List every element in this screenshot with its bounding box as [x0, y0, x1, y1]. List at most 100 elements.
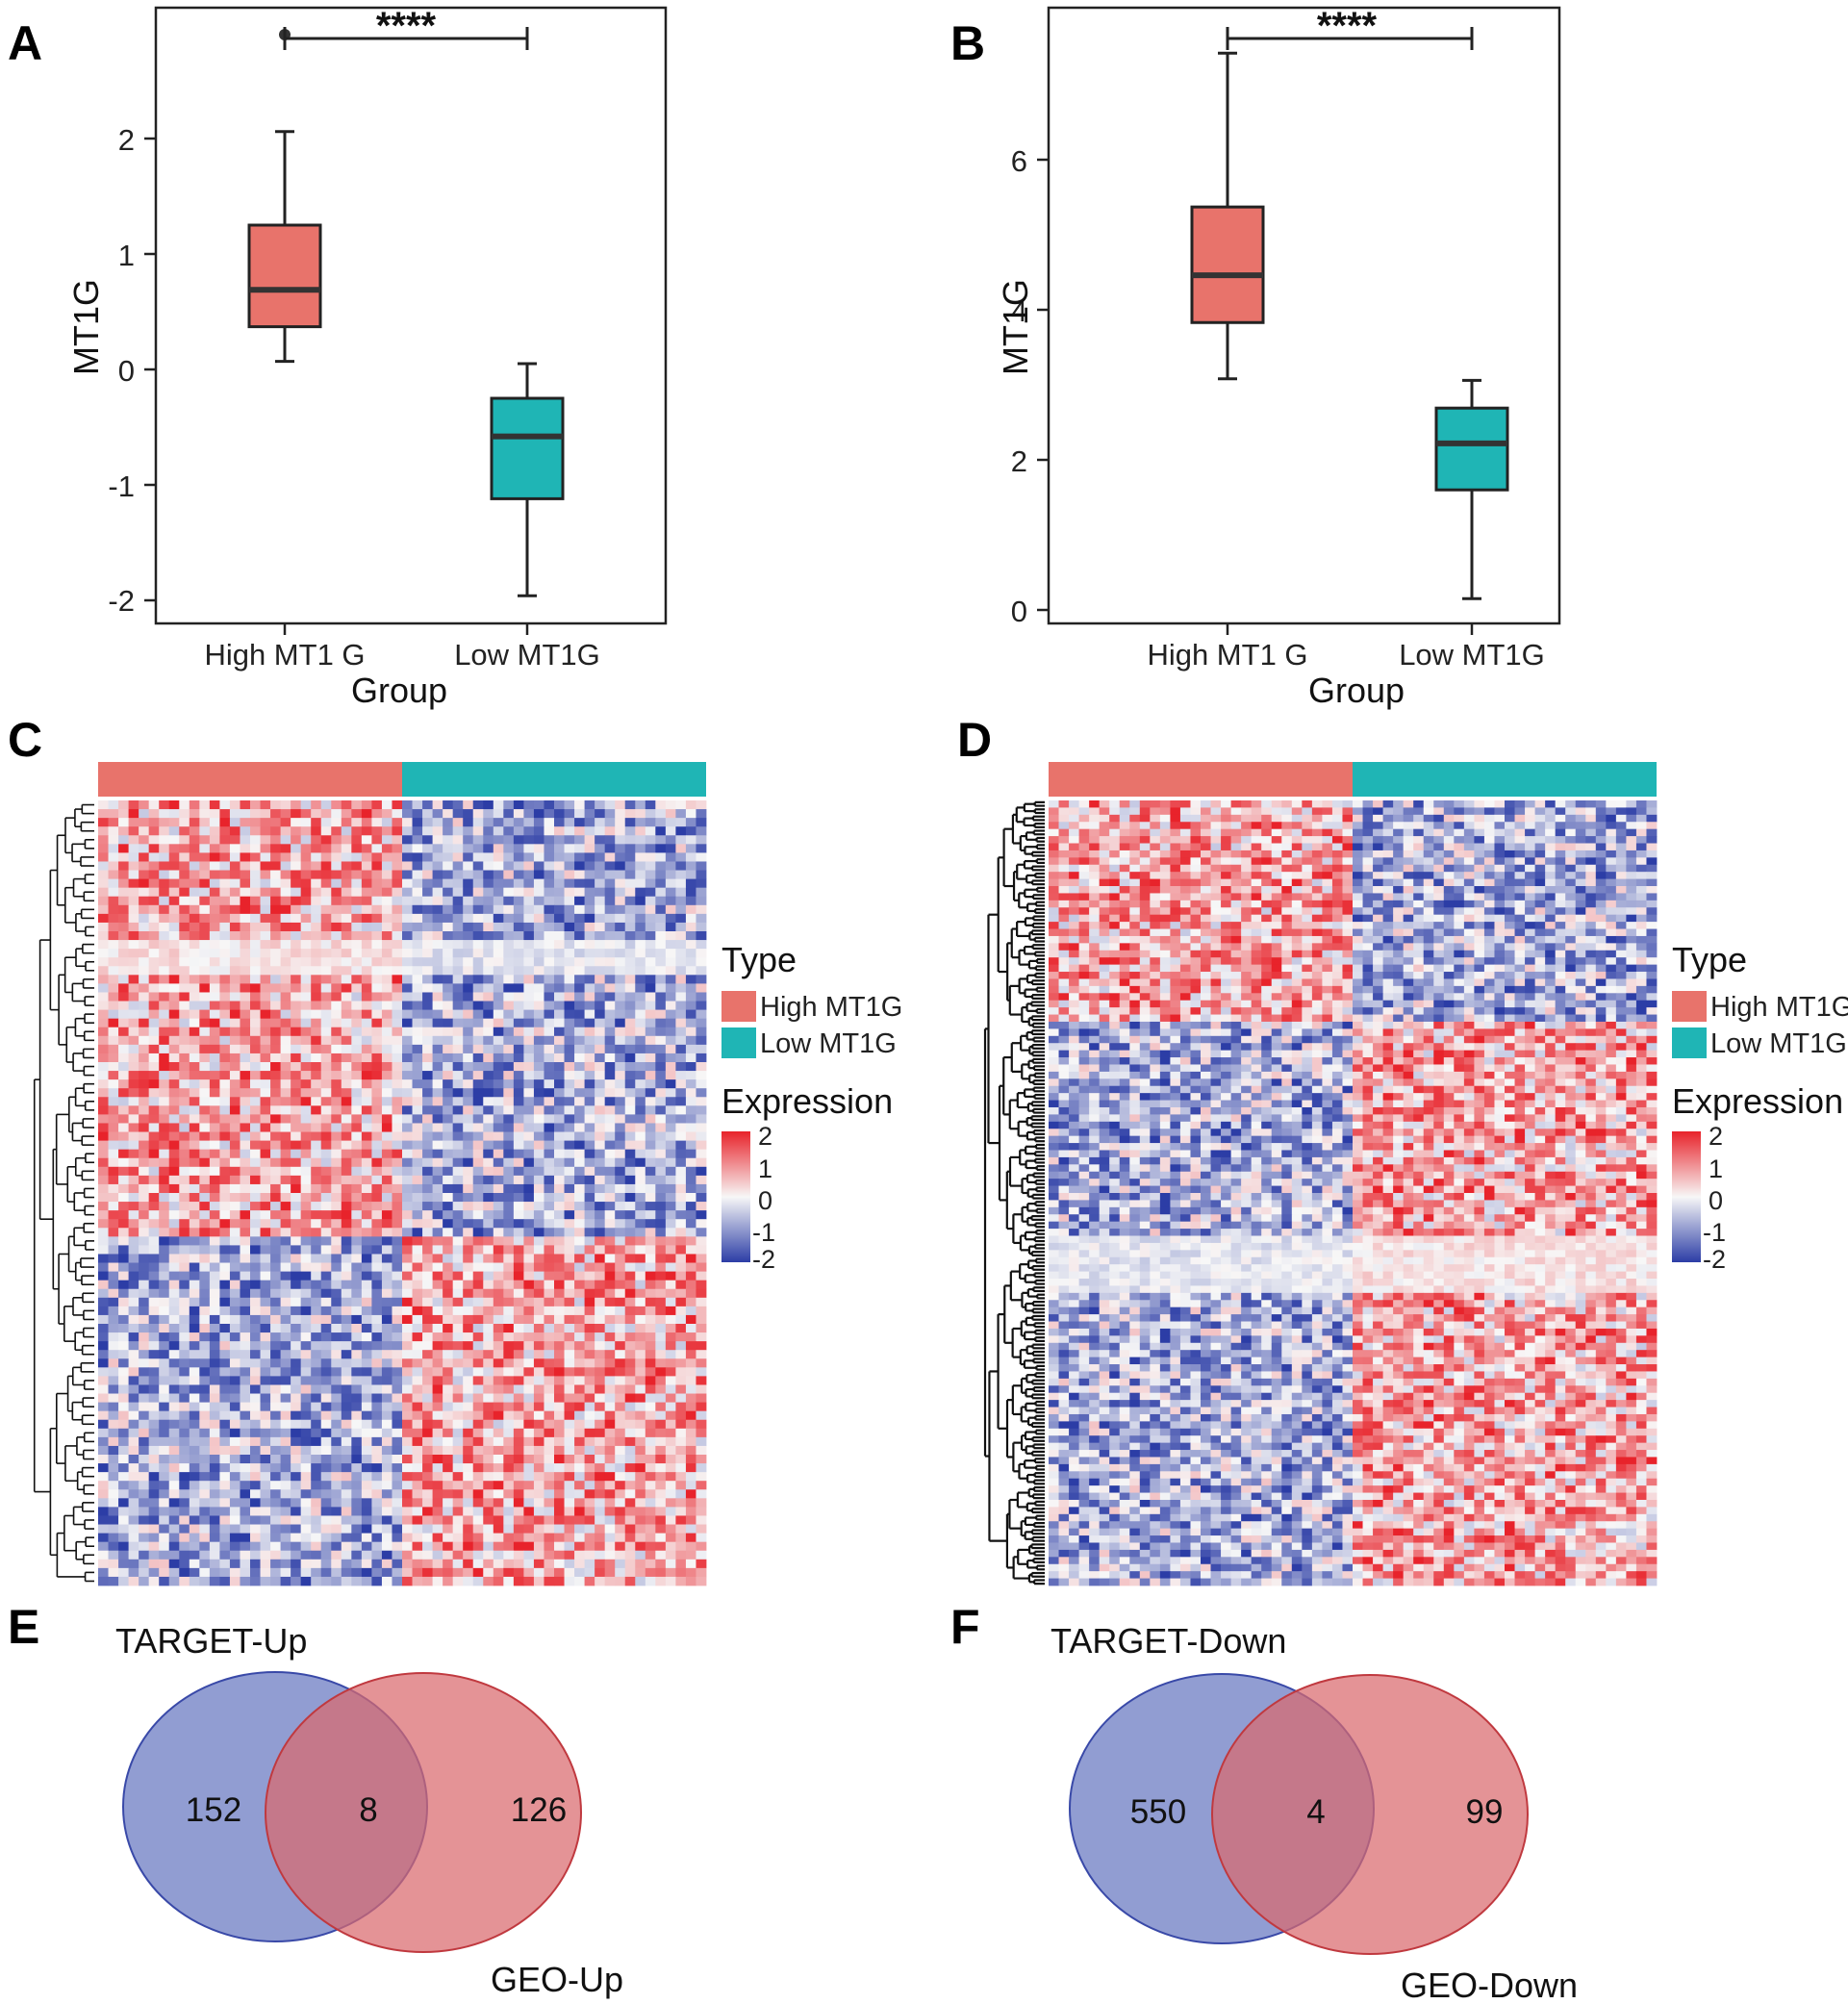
- heatmap-cell: [675, 887, 687, 898]
- heatmap-cell: [148, 896, 160, 906]
- heatmap-cell: [523, 1079, 535, 1089]
- heatmap-cell: [189, 835, 200, 845]
- heatmap-cell: [432, 1393, 443, 1403]
- heatmap-cell: [351, 1445, 363, 1456]
- annotation-bar-high: [98, 762, 402, 797]
- heatmap-cell: [280, 1288, 291, 1299]
- heatmap-cell: [696, 966, 707, 976]
- heatmap-cell: [422, 983, 433, 993]
- heatmap-cell: [432, 1280, 443, 1290]
- heatmap-cell: [645, 800, 656, 810]
- heatmap-cell: [128, 913, 139, 924]
- heatmap-cell: [635, 1358, 646, 1368]
- heatmap-cell: [351, 1114, 363, 1124]
- heatmap-cell: [98, 809, 109, 819]
- heatmap-cell: [381, 852, 392, 862]
- heatmap-cell: [219, 1402, 231, 1412]
- heatmap-cell: [98, 1131, 109, 1141]
- heatmap-cell: [361, 1062, 372, 1072]
- heatmap-cell: [381, 1498, 392, 1508]
- heatmap-cell: [554, 1254, 565, 1263]
- heatmap-cell: [280, 1489, 291, 1499]
- heatmap-cell: [260, 852, 271, 862]
- heatmap-cell: [402, 1245, 413, 1255]
- heatmap-cell: [483, 1157, 494, 1168]
- heatmap-cell: [179, 852, 190, 862]
- heatmap-cell: [118, 1044, 129, 1054]
- heatmap-cell: [624, 1114, 636, 1124]
- heatmap-cell: [280, 1157, 291, 1168]
- heatmap-cell: [219, 1245, 231, 1255]
- heatmap-cell: [472, 1062, 484, 1072]
- heatmap-cell: [108, 1166, 119, 1177]
- heatmap-cell: [604, 1053, 616, 1063]
- heatmap-cell: [493, 1306, 504, 1316]
- heatmap-cell: [381, 1332, 392, 1342]
- heatmap-cell: [452, 1288, 464, 1299]
- heatmap-cell: [118, 1419, 129, 1430]
- heatmap-cell: [503, 861, 515, 871]
- heatmap-cell: [402, 992, 413, 1002]
- heatmap-cell: [443, 1071, 454, 1080]
- heatmap-cell: [443, 1140, 454, 1151]
- heatmap-cell: [604, 957, 616, 967]
- heatmap-cell: [392, 835, 403, 845]
- heatmap-cell: [584, 1044, 595, 1054]
- heatmap-cell: [229, 1157, 240, 1168]
- heatmap-cell: [98, 844, 109, 853]
- heatmap-cell: [443, 1436, 454, 1447]
- heatmap-cell: [574, 1489, 585, 1499]
- heatmap-cell: [544, 1297, 555, 1307]
- heatmap-cell: [320, 983, 332, 993]
- heatmap-cell: [544, 809, 555, 819]
- heatmap-cell: [463, 1428, 474, 1438]
- heatmap-cell: [422, 1376, 433, 1385]
- heatmap-cell: [270, 1489, 281, 1499]
- heatmap-cell: [209, 1236, 220, 1246]
- heatmap-cell: [483, 1384, 494, 1394]
- heatmap-cell: [595, 1463, 606, 1473]
- heatmap-cell: [472, 1088, 484, 1098]
- heatmap-cell: [645, 1262, 656, 1272]
- heatmap-cell: [291, 1393, 302, 1403]
- heatmap-cell: [503, 1419, 515, 1430]
- heatmap-cell: [696, 1324, 707, 1333]
- heatmap-cell: [199, 1175, 211, 1185]
- heatmap-cell: [595, 1507, 606, 1516]
- heatmap-cell: [615, 826, 626, 836]
- heatmap-cell: [199, 1193, 211, 1203]
- heatmap-cell: [229, 1472, 240, 1482]
- heatmap-cell: [624, 922, 636, 932]
- heatmap-cell: [260, 1324, 271, 1333]
- heatmap-cell: [554, 1079, 565, 1089]
- heatmap-cell: [615, 992, 626, 1002]
- heatmap-cell: [665, 1428, 676, 1438]
- heatmap-cell: [635, 1053, 646, 1063]
- heatmap-cell: [574, 1384, 585, 1394]
- heatmap-cell: [665, 896, 676, 906]
- heatmap-cell: [635, 1428, 646, 1438]
- heatmap-cell: [432, 826, 443, 836]
- heatmap-cell: [685, 1428, 696, 1438]
- heatmap-cell: [229, 992, 240, 1002]
- heatmap-cell: [291, 913, 302, 924]
- heatmap-cell: [604, 852, 616, 862]
- heatmap-cell: [240, 826, 251, 836]
- heatmap-cell: [472, 1410, 484, 1421]
- heatmap-cell: [493, 1445, 504, 1456]
- heatmap-cell: [615, 1324, 626, 1333]
- heatmap-cell: [483, 1481, 494, 1490]
- heatmap-cell: [493, 992, 504, 1002]
- heatmap-cell: [392, 1498, 403, 1508]
- heatmap-cell: [320, 1053, 332, 1063]
- heatmap-cell: [168, 1001, 180, 1010]
- heatmap-cell: [584, 852, 595, 862]
- heatmap-cell: [250, 1350, 261, 1359]
- heatmap-cell: [341, 975, 352, 984]
- heatmap-cell: [159, 870, 170, 879]
- heatmap-cell: [381, 1236, 392, 1246]
- heatmap-cell: [696, 1472, 707, 1482]
- heatmap-cell: [320, 1071, 332, 1080]
- heatmap-cell: [371, 1489, 383, 1499]
- heatmap-cell: [696, 1114, 707, 1124]
